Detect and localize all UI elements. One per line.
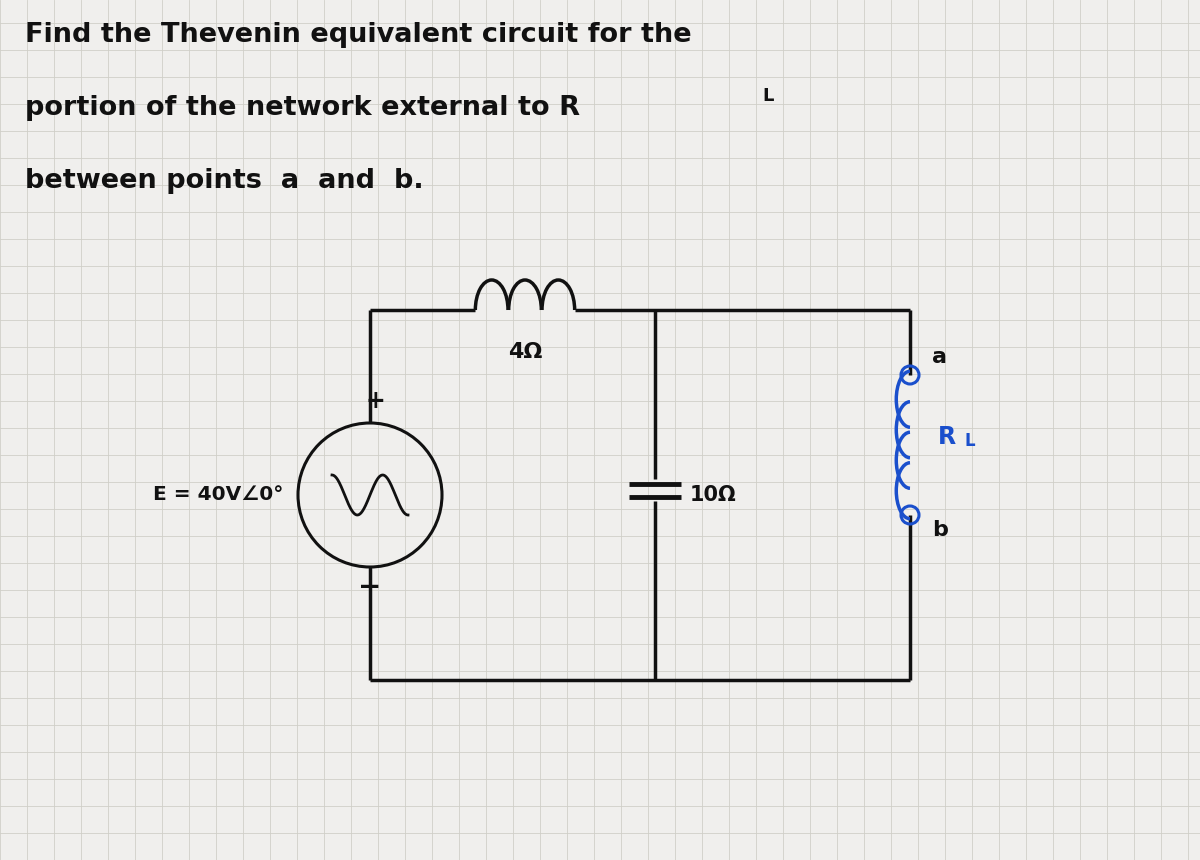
Text: portion of the network external to R: portion of the network external to R — [25, 95, 580, 121]
Text: 10Ω: 10Ω — [690, 485, 737, 505]
Text: E = 40V∠0°: E = 40V∠0° — [152, 486, 283, 505]
Text: +: + — [365, 389, 385, 413]
Text: 4Ω: 4Ω — [508, 342, 542, 362]
Text: between points  a  and  b.: between points a and b. — [25, 168, 424, 194]
Text: b: b — [932, 520, 948, 540]
Text: R: R — [938, 425, 956, 449]
Text: a: a — [932, 347, 947, 367]
Text: L: L — [762, 87, 773, 105]
Text: Find the Thevenin equivalent circuit for the: Find the Thevenin equivalent circuit for… — [25, 22, 691, 48]
Text: −: − — [359, 573, 382, 601]
Text: L: L — [965, 432, 976, 450]
